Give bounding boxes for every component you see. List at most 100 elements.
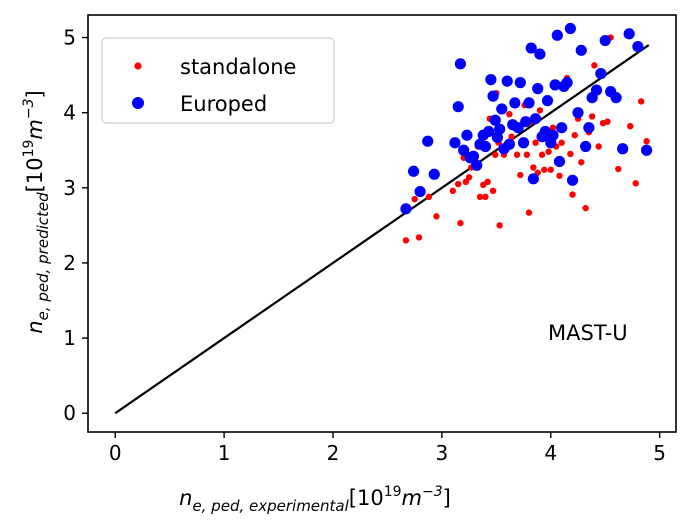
data-point-europed (575, 44, 587, 56)
data-point-europed (547, 129, 559, 141)
data-point-standalone (547, 166, 554, 173)
data-point-standalone (569, 191, 576, 198)
data-point-europed (599, 34, 611, 47)
data-point-standalone (627, 123, 634, 130)
data-point-europed (632, 40, 644, 53)
data-point-europed (471, 159, 483, 171)
data-point-europed (549, 79, 561, 91)
data-point-standalone (482, 193, 489, 201)
x-tick-label: 3 (436, 441, 449, 465)
data-point-europed (485, 74, 497, 86)
data-point-standalone (415, 234, 423, 241)
data-point-europed (532, 83, 544, 95)
data-point-standalone (591, 62, 598, 69)
device-annotation: MAST-U (548, 321, 628, 345)
data-point-europed (428, 168, 440, 180)
data-point-standalone (484, 178, 491, 185)
data-point-europed (595, 68, 607, 80)
data-point-europed (541, 95, 554, 107)
data-point-europed (641, 144, 653, 156)
legend-box (101, 37, 335, 124)
axis-ticks: 0 1 2 3 4 5 0 1 2 3 4 5 (63, 26, 666, 465)
x-tick-label: 2 (327, 441, 340, 465)
y-tick-label: 0 (63, 401, 76, 425)
data-point-europed (525, 42, 537, 54)
data-point-europed (566, 174, 579, 186)
x-tick-label: 5 (653, 441, 666, 465)
data-point-europed (590, 84, 603, 96)
y-tick-label: 2 (63, 251, 76, 275)
data-point-standalone (492, 151, 499, 158)
data-point-europed (553, 155, 566, 168)
y-tick-label: 5 (63, 26, 76, 50)
data-point-standalone (643, 138, 650, 145)
data-point-standalone (411, 195, 418, 203)
data-point-standalone (496, 222, 503, 229)
y-tick-label: 4 (63, 101, 76, 125)
data-point-standalone (506, 110, 513, 118)
data-point-europed (583, 122, 595, 134)
data-point-europed (479, 140, 492, 153)
data-point-europed (561, 77, 573, 89)
data-point-europed (520, 116, 532, 128)
data-point-standalone (541, 166, 548, 173)
data-point-standalone (556, 172, 563, 179)
data-point-standalone (525, 209, 533, 216)
data-point-europed (400, 203, 412, 215)
data-point-standalone (508, 133, 515, 140)
data-point-standalone (595, 143, 602, 150)
data-point-standalone (462, 178, 470, 185)
data-point-standalone (604, 118, 611, 125)
legend: standalone Europed (101, 37, 335, 124)
data-point-europed (551, 29, 563, 41)
axes-frame (87, 14, 677, 433)
data-point-europed (527, 173, 539, 185)
y-tick-label: 3 (63, 176, 76, 200)
data-point-europed (489, 114, 501, 126)
data-point-europed (458, 144, 470, 156)
data-point-standalone (571, 132, 578, 139)
data-point-standalone (449, 187, 456, 195)
x-axis-label: ne, ped, experimental[1019m−3] (179, 484, 451, 515)
data-point-standalone (476, 193, 484, 201)
legend-label-europed: Europed (180, 92, 267, 116)
data-point-europed (509, 97, 521, 109)
data-point-standalone (425, 193, 433, 201)
data-point-europed (407, 165, 420, 177)
x-tick-label: 0 (109, 441, 122, 465)
data-point-standalone (588, 113, 596, 120)
data-point-standalone (538, 151, 546, 158)
data-point-europed (529, 113, 542, 125)
data-point-europed (452, 101, 464, 113)
reference-line (114, 44, 650, 415)
data-point-europed (617, 143, 629, 155)
data-point-standalone (567, 150, 574, 158)
data-point-standalone (578, 159, 585, 166)
data-point-europed (494, 123, 506, 135)
data-point-europed (623, 28, 635, 40)
data-point-standalone (545, 148, 552, 155)
data-point-europed (501, 75, 513, 87)
data-point-standalone (513, 151, 521, 158)
data-point-europed (534, 48, 546, 60)
data-point-europed (467, 150, 480, 162)
data-point-standalone (536, 107, 544, 114)
data-point-europed (514, 77, 526, 89)
data-point-europed (512, 122, 524, 134)
data-point-europed (556, 122, 568, 134)
x-tick-label: 1 (218, 441, 231, 465)
data-point-europed (449, 137, 461, 149)
data-point-standalone (465, 174, 473, 181)
data-point-europed (523, 97, 535, 109)
data-point-europed (454, 58, 466, 70)
data-point-europed (503, 138, 515, 150)
data-point-standalone (582, 204, 589, 212)
data-point-standalone (523, 151, 531, 158)
data-point-europed (422, 135, 434, 147)
data-point-europed (414, 185, 426, 198)
plot-marks (114, 22, 653, 415)
data-point-europed (517, 137, 530, 149)
data-point-europed (572, 107, 584, 119)
data-point-standalone (632, 180, 639, 187)
data-point-europed (487, 90, 499, 102)
